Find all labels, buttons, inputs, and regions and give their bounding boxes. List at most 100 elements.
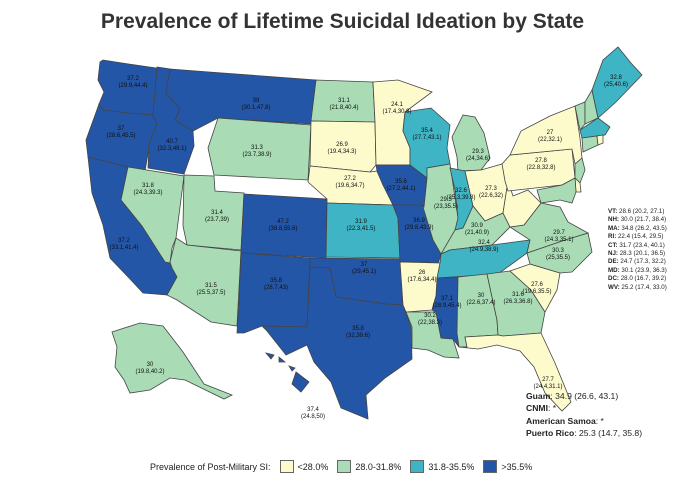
northeast-state-value: 31.7 (23.4, 40.1) xyxy=(617,241,665,249)
state-az-ci-label: (25.5,37.5) xyxy=(196,290,225,296)
state-sd-value-label: 26.9 xyxy=(336,142,348,148)
northeast-state-value: 34.8 (26.2, 43.5) xyxy=(619,224,667,232)
state-ne-ci-label: (19.6,34.7) xyxy=(335,183,364,189)
state-tx-value-label: 35.8 xyxy=(352,326,364,332)
northeast-state-value: 28.3 (20.1, 36.5) xyxy=(617,250,666,258)
northeast-state-code: DC: xyxy=(608,275,619,283)
state-az-region xyxy=(166,237,242,327)
state-ia-ci-label: (27.2,44.1) xyxy=(386,186,415,192)
state-mt-value-label: 39 xyxy=(253,98,260,104)
state-md-region xyxy=(536,177,577,204)
northeast-row: MA: 34.8 (26.2, 43.5) xyxy=(608,225,667,233)
state-il-value-label: 29.3 xyxy=(440,197,452,203)
state-ar-value-label: 26 xyxy=(419,270,426,276)
state-wi-ci-label: (27.7,43.1) xyxy=(412,135,441,141)
legend-item: <28.0% xyxy=(279,460,328,473)
state-or-ci-label: (28.6,45.5) xyxy=(106,133,135,139)
state-me-value-label: 32.8 xyxy=(610,75,622,81)
territories-values-list: Guam: 34.9 (26.6, 43.1) CNMI: * American S… xyxy=(526,390,642,439)
northeast-values-list: VT: 28.6 (20.2, 27.1) NH: 30.0 (21.7, 38.… xyxy=(608,208,667,292)
legend-title: Prevalence of Post-Military SI: xyxy=(150,461,271,472)
northeast-state-value: 25.2 (17.4, 33.0) xyxy=(619,283,667,291)
state-la-value-label: 30.2 xyxy=(424,313,436,319)
state-ms-ci-label: (28.9,45.4) xyxy=(432,303,461,309)
state-ks-ci-label: (22.3,41.5) xyxy=(346,226,375,232)
state-mt-region xyxy=(165,68,317,132)
northeast-row: NH: 30.0 (21.7, 38.4) xyxy=(608,216,667,224)
state-fl-region xyxy=(458,332,572,412)
state-id-value-label: 40.7 xyxy=(166,139,178,145)
state-fl-value-label: 27.7 xyxy=(542,377,554,383)
state-ny-ci-label: (22,32.1) xyxy=(538,137,562,143)
state-va-ci-label: (24.3,35.1) xyxy=(544,237,573,243)
northeast-row: RI: 22.4 (15.4, 29.5) xyxy=(608,233,667,241)
state-fl-ci-label: (24.4,31.1) xyxy=(533,384,562,390)
state-ks-value-label: 31.9 xyxy=(355,219,367,225)
state-wy-region xyxy=(207,117,312,181)
state-pa-ci-label: (22.8,32.8) xyxy=(526,165,555,171)
state-ne-value-label: 27.2 xyxy=(344,176,356,182)
state-ga-value-label: 31.6 xyxy=(512,292,524,298)
northeast-state-code: VT: xyxy=(608,208,618,215)
state-ak-ci-label: (19.8,40.2) xyxy=(135,369,164,375)
state-nm-ci-label: (28.7,43) xyxy=(264,285,288,291)
state-la-ci-label: (22,38.3) xyxy=(418,320,442,326)
legend-swatch xyxy=(483,460,498,473)
state-mi-ci-label: (24,34.6) xyxy=(466,156,490,162)
northeast-row: CT: 31.7 (23.4, 40.1) xyxy=(608,242,667,250)
legend-swatch xyxy=(279,460,294,473)
state-ga-ci-label: (26.3,36.8) xyxy=(503,299,532,305)
state-hi-value-label: 37.4 xyxy=(307,407,319,413)
state-wy-ci-label: (23.7,38.9) xyxy=(242,152,271,158)
territory-name: Guam xyxy=(526,391,551,401)
state-az-value-label: 31.5 xyxy=(205,283,217,289)
state-wa-ci-label: (29.9,44.4) xyxy=(118,83,147,89)
territory-value: : 34.9 (26.6, 43.1) xyxy=(550,391,619,401)
state-va-value-label: 29.7 xyxy=(553,230,565,236)
state-or-value-label: 37 xyxy=(118,126,125,132)
state-nv-value-label: 31.8 xyxy=(142,183,154,189)
state-sc-ci-label: (19.6,35.5) xyxy=(522,289,551,295)
state-tx-region xyxy=(261,266,413,420)
territory-row: Puerto Rico: 25.3 (14.7, 35.8) xyxy=(526,427,642,439)
state-mn-value-label: 24.1 xyxy=(391,102,403,108)
state-ma-region xyxy=(579,117,611,139)
state-mt-ci-label: (30.1,47.8) xyxy=(241,105,270,111)
state-ok-value-label: 37 xyxy=(361,262,368,268)
state-hi-ci-label: (24.8,50) xyxy=(301,414,325,420)
state-mo-ci-label: (29.8,43.9) xyxy=(404,225,433,231)
territory-row: CNMI: * xyxy=(526,402,642,414)
state-mo-value-label: 36.9 xyxy=(413,218,425,224)
northeast-row: WV: 25.2 (17.4, 33.0) xyxy=(608,284,667,292)
state-tx-ci-label: (32,39.6) xyxy=(346,333,370,339)
state-sc-value-label: 27.6 xyxy=(531,282,543,288)
legend-swatch xyxy=(410,460,425,473)
state-ca-value-label: 37.2 xyxy=(118,238,130,244)
state-ms-value-label: 37.1 xyxy=(441,296,453,302)
state-ak-value-label: 30 xyxy=(147,362,154,368)
territory-row: American Samoa: * xyxy=(526,415,642,427)
state-al-ci-label: (22.6,37.4) xyxy=(466,300,495,306)
state-ca-ci-label: (33.1,41.4) xyxy=(109,245,138,251)
state-nm-region xyxy=(236,252,311,334)
state-ak-region xyxy=(111,322,233,400)
northeast-state-code: DE: xyxy=(608,258,619,266)
state-wa-value-label: 37.2 xyxy=(127,76,139,82)
state-ar-ci-label: (17.6,34.4) xyxy=(407,277,436,283)
state-sd-ci-label: (19.4,34.3) xyxy=(327,149,356,155)
territory-name: American Samoa xyxy=(526,415,596,426)
northeast-state-code: MA: xyxy=(608,224,620,232)
state-ky-value-label: 30.9 xyxy=(471,223,483,229)
territory-name: CNMI xyxy=(526,403,548,414)
state-me-ci-label: (25,40.6) xyxy=(604,82,628,88)
legend-label: 31.8-35.5% xyxy=(428,461,475,472)
state-ny-region xyxy=(509,105,583,165)
territory-name: Puerto Rico xyxy=(526,427,575,438)
state-co-value-label: 47.2 xyxy=(277,219,289,225)
northeast-row: VT: 28.6 (20.2, 27.1) xyxy=(608,208,667,216)
state-ct-region xyxy=(581,135,599,153)
state-id-ci-label: (32.3,49.1) xyxy=(157,146,186,152)
state-nm-value-label: 35.8 xyxy=(270,278,282,284)
state-mi-region xyxy=(451,114,491,172)
